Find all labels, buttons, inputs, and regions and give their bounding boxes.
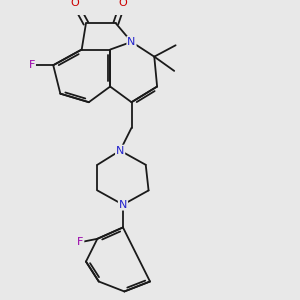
Text: F: F xyxy=(77,237,83,247)
Text: F: F xyxy=(29,60,35,70)
Text: N: N xyxy=(127,37,136,47)
Text: O: O xyxy=(118,0,127,8)
Text: O: O xyxy=(70,0,79,8)
Text: N: N xyxy=(119,200,127,210)
Text: N: N xyxy=(116,146,124,156)
